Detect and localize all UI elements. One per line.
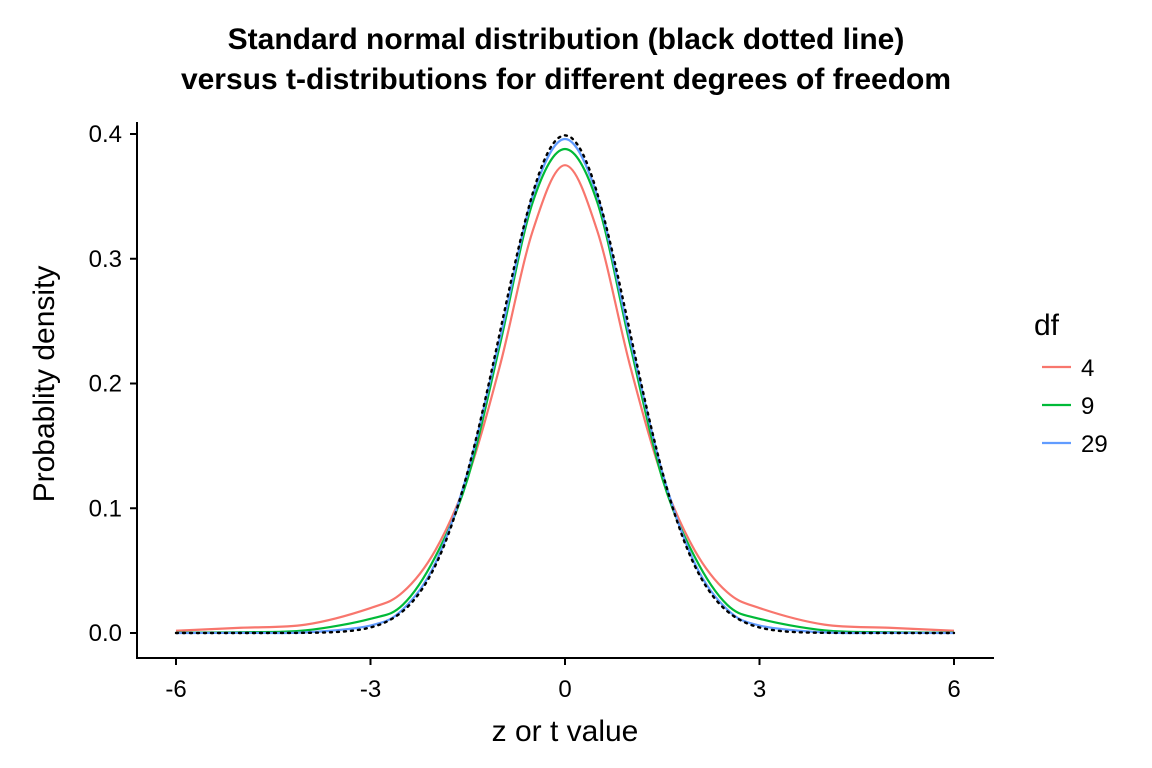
x-ticks: -6 -3 0 3 6 [165, 658, 961, 703]
chart-title-line-1: Standard normal distribution (black dott… [228, 23, 905, 56]
x-tick-label: 6 [947, 676, 960, 703]
y-tick-label: 0.4 [89, 121, 122, 148]
series-line-df-4 [175, 164, 955, 632]
legend-title: df [1034, 309, 1060, 342]
y-ticks: 0.0 0.1 0.2 0.3 0.4 [89, 121, 137, 647]
x-tick-label: -6 [165, 676, 186, 703]
reference-normal-line [174, 134, 956, 635]
legend-label: 29 [1081, 431, 1108, 458]
legend-label: 9 [1081, 393, 1094, 420]
x-axis-title: z or t value [492, 715, 639, 748]
legend: df 4 9 29 [1034, 309, 1108, 458]
series-line-df-29 [175, 137, 955, 635]
y-axis-title: Probablity density [28, 266, 61, 503]
legend-label: 4 [1081, 355, 1094, 382]
x-tick-label: -3 [360, 676, 381, 703]
chart-title-line-2: versus t-distributions for different deg… [181, 63, 951, 96]
series-line-df-9 [175, 147, 955, 634]
y-tick-label: 0.2 [89, 371, 122, 398]
plot-area [174, 134, 956, 635]
y-tick-label: 0.3 [89, 246, 122, 273]
x-tick-label: 0 [558, 676, 571, 703]
y-tick-label: 0.0 [89, 620, 122, 647]
y-tick-label: 0.1 [89, 495, 122, 522]
x-tick-label: 3 [753, 676, 766, 703]
